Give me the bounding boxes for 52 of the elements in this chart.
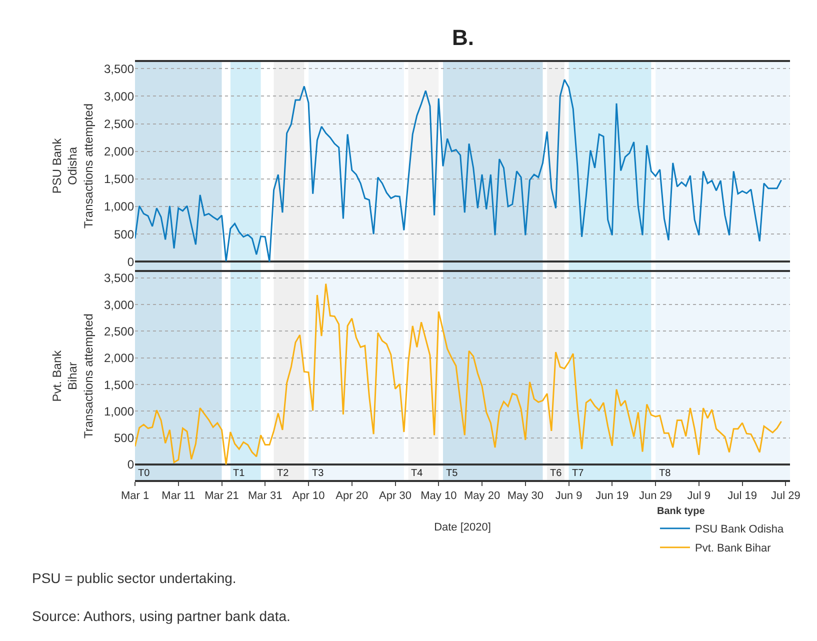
legend-label: PSU Bank Odisha <box>695 524 785 536</box>
y-tick-label: 1,000 <box>104 200 134 214</box>
band-label: T5 <box>446 468 458 479</box>
y-tick-label: 1,000 <box>104 404 134 418</box>
source-note: Source: Authors, using partner bank data. <box>32 608 290 624</box>
x-tick-label: Jun 19 <box>596 490 629 502</box>
x-axis-title: Date [2020] <box>434 522 491 534</box>
x-tick-label: Mar 1 <box>120 490 150 502</box>
x-tick-label: Jun 29 <box>639 490 672 502</box>
band-label: T7 <box>572 468 584 479</box>
line-series <box>135 78 782 262</box>
band-label: T0 <box>138 468 150 479</box>
line-series <box>135 283 782 466</box>
y-axis-title: PSU Bank Odisha Transactions attempted <box>50 104 96 228</box>
band-label: T4 <box>411 468 424 479</box>
y-tick-label: 2,500 <box>104 116 134 131</box>
y-tick-label: 500 <box>114 431 134 446</box>
y-axis-title: Pvt. Bank Bihar Transactions attempted <box>50 314 96 438</box>
chart-title: B. <box>452 25 474 50</box>
x-tick-label: Jul 9 <box>687 490 711 502</box>
y-tick-label: 3,500 <box>104 271 134 286</box>
legend-label: Pvt. Bank Bihar <box>695 542 772 555</box>
x-tick-label: Mar 31 <box>248 490 282 502</box>
band-label: T1 <box>233 468 246 479</box>
y-tick-label: 1,500 <box>104 172 134 186</box>
x-tick-label: Mar 11 <box>162 490 196 502</box>
x-tick-label: Mar 21 <box>204 490 239 502</box>
y-tick-label: 2,000 <box>104 144 134 159</box>
x-tick-label: May 10 <box>420 490 457 502</box>
y-tick-label: 2,500 <box>104 324 134 338</box>
legend-title: Bank type <box>657 506 706 517</box>
x-tick-label: Jul 29 <box>770 490 800 502</box>
band-label: T2 <box>277 468 290 479</box>
y-tick-label: 1,500 <box>104 378 134 392</box>
y-tick-label: 2,000 <box>104 351 134 366</box>
x-tick-label: May 20 <box>464 490 500 502</box>
x-tick-label: May 30 <box>507 490 544 502</box>
band-label: T6 <box>550 468 562 479</box>
x-tick-label: Apr 30 <box>379 490 412 502</box>
x-tick-label: Apr 20 <box>336 490 368 502</box>
y-tick-label: 3,500 <box>104 62 134 76</box>
y-tick-label: 0 <box>127 458 134 472</box>
band-label: T8 <box>659 468 672 479</box>
band-label: T3 <box>312 468 324 479</box>
x-tick-label: Apr 10 <box>292 490 325 502</box>
x-tick-label: Jun 9 <box>555 490 582 502</box>
y-tick-label: 0 <box>127 254 134 269</box>
x-tick-label: Jul 19 <box>728 490 757 502</box>
y-tick-label: 3,000 <box>104 298 134 312</box>
y-tick-label: 500 <box>114 227 134 242</box>
y-tick-label: 3,000 <box>104 89 134 104</box>
text: PSU = public sector undertaking. <box>32 570 236 586</box>
